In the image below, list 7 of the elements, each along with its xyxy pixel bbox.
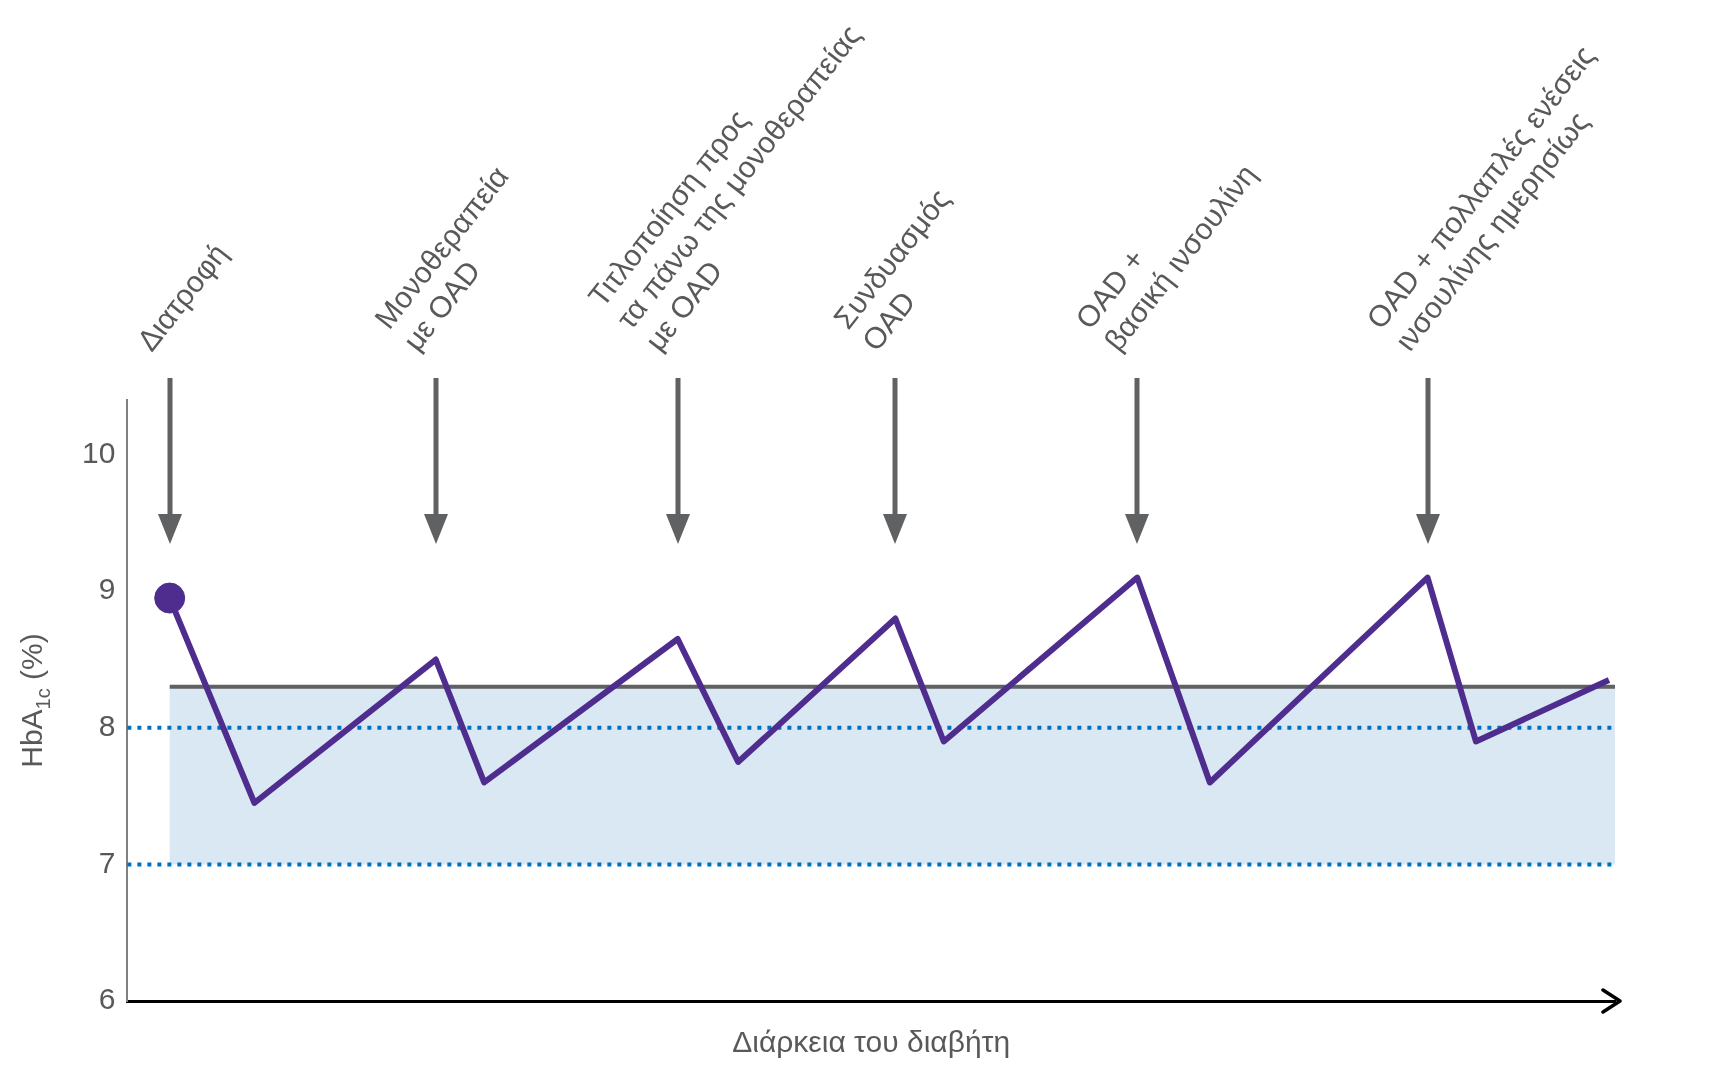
- y-tick-label: 7: [98, 845, 116, 879]
- y-tick-label: 8: [98, 709, 116, 743]
- y-tick-label: 9: [98, 572, 116, 606]
- y-axis-title: HbA1c (%): [15, 633, 54, 768]
- y-tick-label: 10: [81, 435, 116, 469]
- x-axis-title: Διάρκεια του διαβήτη: [732, 1025, 1011, 1059]
- y-tick-label: 6: [98, 982, 116, 1016]
